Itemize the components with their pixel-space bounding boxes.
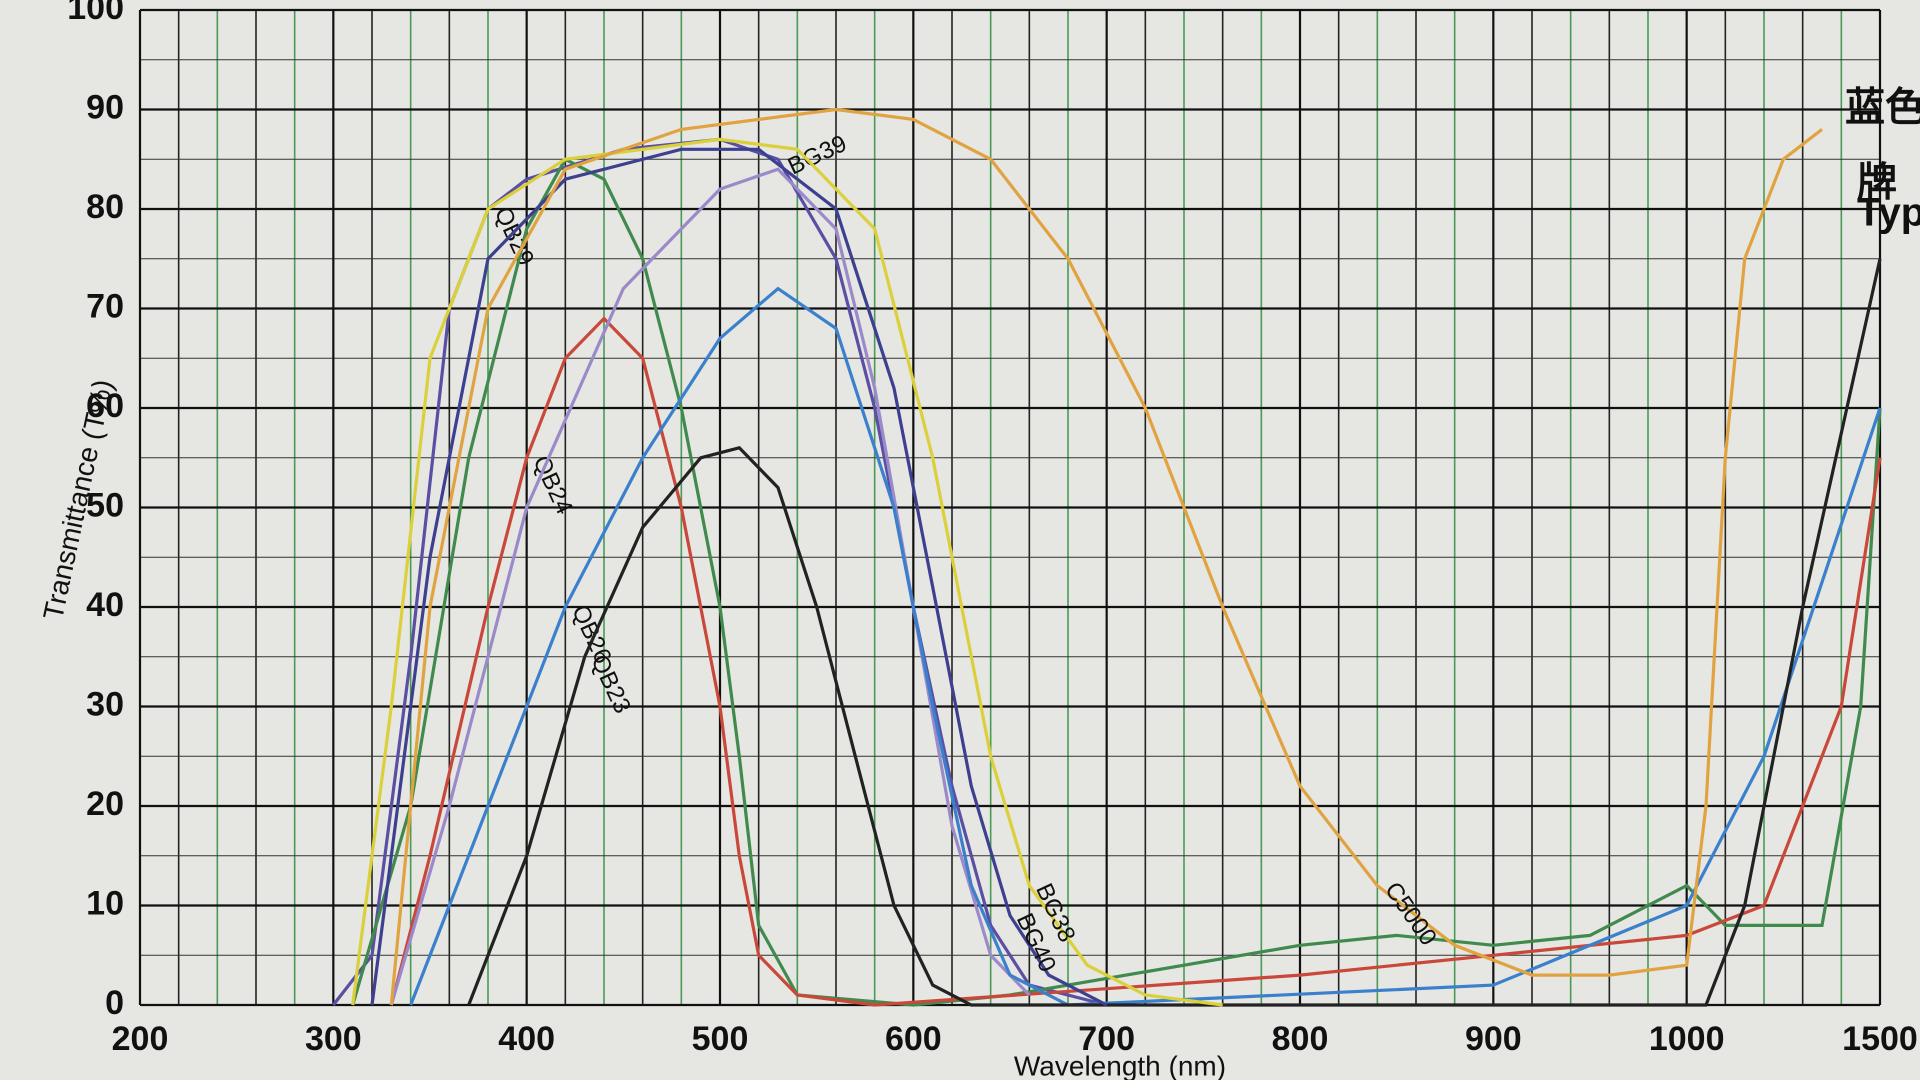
y-tick-label: 40 [86, 586, 124, 624]
x-tick-label: 200 [112, 1020, 169, 1058]
x-tick-label: 700 [1078, 1020, 1135, 1058]
x-tick-label: 800 [1272, 1020, 1329, 1058]
series-line [351, 137, 1223, 1007]
side-label: 牌 [1857, 161, 1897, 205]
y-tick-label: 70 [86, 287, 124, 325]
x-axis-title: Wavelength (nm) [1014, 1050, 1226, 1080]
y-tick-label: 90 [86, 88, 124, 126]
series-line [370, 147, 1108, 1007]
series-line [467, 258, 1882, 1007]
y-tick-label: 0 [105, 984, 124, 1022]
x-tick-label: 1000 [1649, 1020, 1725, 1058]
y-tick-label: 60 [86, 387, 124, 425]
x-tick-label: 400 [498, 1020, 555, 1058]
side-label: Typ [1857, 191, 1920, 235]
y-tick-label: 30 [86, 685, 124, 723]
x-tick-label: 600 [885, 1020, 942, 1058]
y-tick-label: 10 [86, 884, 124, 922]
series-line [389, 167, 1031, 1006]
series-line [389, 107, 1823, 1006]
x-tick-label: 1500 [1842, 1020, 1918, 1058]
grid [138, 8, 1882, 1007]
x-tick-label: 900 [1465, 1020, 1522, 1058]
x-tick-label: 300 [305, 1020, 362, 1058]
y-tick-label: 80 [86, 188, 124, 226]
y-tick-label: 50 [86, 486, 124, 524]
series-line [389, 316, 1882, 1007]
y-tick-label: 20 [86, 785, 124, 823]
x-tick-label: 500 [692, 1020, 749, 1058]
y-tick-label: 100 [67, 0, 124, 27]
series-line [409, 286, 1882, 1007]
side-label: 蓝色玻 [1845, 86, 1920, 130]
